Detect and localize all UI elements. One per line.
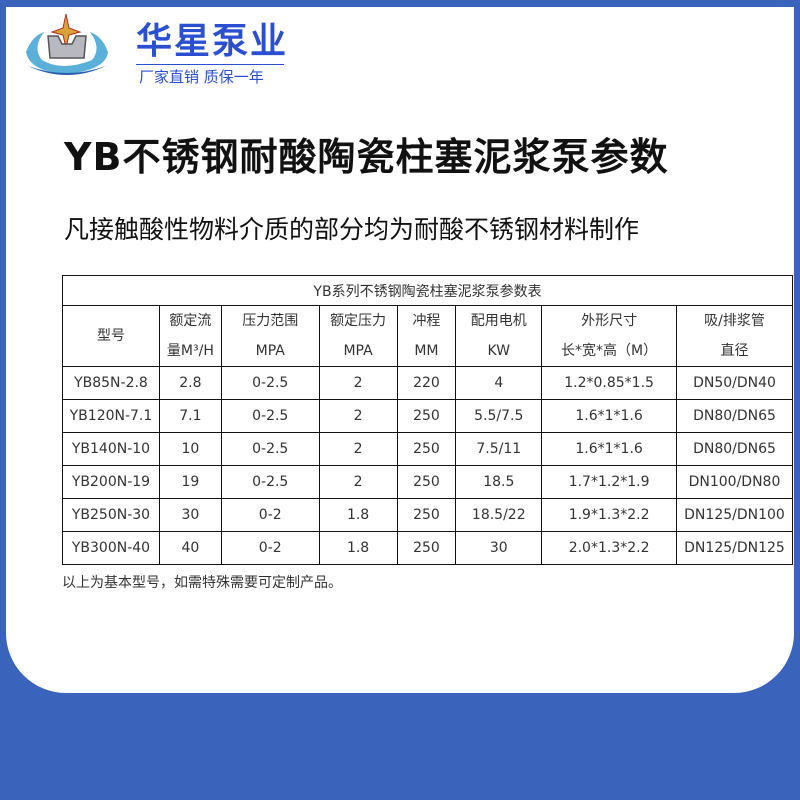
column-header: 压力范围 MPA [220,305,320,367]
table-cell: 1.8 [318,498,398,532]
table-row: YB85N-2.8 2.8 0-2.5 2 220 4 1.2*0.85*1.5 DN50/D… [62,366,793,400]
table-cell: 4 [455,366,543,400]
table-cell: 30 [158,498,222,532]
table-cell: 7.1 [158,399,222,433]
header-line: 吸/排浆管 [704,313,765,329]
table-cell: 250 [396,465,457,499]
column-header: 额定压力 MPA [318,305,398,367]
table-cell: YB85N-2.8 [62,366,160,400]
brand-slogan: 厂家直销 质保一年 [139,68,264,86]
table-cell: 18.5/22 [455,498,543,532]
table-cell: 0-2 [220,531,320,565]
header-line: MM [414,343,439,359]
header-line: 直径 [720,343,749,359]
table-cell: DN100/DN80 [676,465,793,499]
table-cell: 0-2.5 [220,399,320,433]
column-header: 配用电机 KW [455,305,543,367]
table-cell: 10 [158,432,222,466]
table-cell: 19 [158,465,222,499]
column-header: 冲程 MM [396,305,457,367]
table-cell: YB120N-7.1 [62,399,160,433]
parameter-table: YB系列不锈钢陶瓷柱塞泥浆泵参数表 型号 额定流量M³/H 压力范围 MPA 额定压力 M… [62,275,793,565]
table-cell: 2 [318,432,398,466]
table-cell: 0-2.5 [220,432,320,466]
header-line: MPA [343,343,373,359]
brand-divider [136,64,284,65]
table-header-row: 型号 额定流量M³/H 压力范围 MPA 额定压力 MPA 冲程 MM 配用电机 KW 外形尺寸长*… [62,305,793,367]
page-title: YB不锈钢耐酸陶瓷柱塞泥浆泵参数 [64,135,669,179]
table-cell: 5.5/7.5 [455,399,543,433]
table-row: YB250N-30 30 0-2 1.8 250 18.5/22 1.9*1.3*2.2 DN… [62,498,793,532]
table-cell: 250 [396,531,457,565]
table-cell: 250 [396,432,457,466]
table-cell: 2 [318,465,398,499]
table-cell: DN125/DN125 [676,531,793,565]
table-cell: 30 [455,531,543,565]
column-header: 型号 [62,305,160,367]
header-line: 额定压力 [330,313,387,329]
table-cell: 1.6*1*1.6 [541,432,677,466]
header-line: 量M³/H [166,343,214,359]
table-cell: 0-2.5 [220,366,320,400]
table-cell: 2 [318,366,398,400]
table-cell: 7.5/11 [455,432,543,466]
table-cell: 1.2*0.85*1.5 [541,366,677,400]
table-row: YB120N-7.1 7.1 0-2.5 2 250 5.5/7.5 1.6*1*1.6 DN… [62,399,793,433]
header-line: 配用电机 [470,313,527,329]
header-line: MPA [255,343,285,359]
table-cell: 2 [318,399,398,433]
header-line: 压力范围 [242,313,299,329]
column-header: 外形尺寸长*宽*高（M） [541,305,677,367]
table-cell: YB250N-30 [62,498,160,532]
table-cell: DN80/DN65 [676,432,793,466]
table-cell: YB300N-40 [62,531,160,565]
brand-name: 华星泵业 [136,21,289,62]
table-cell: 250 [396,399,457,433]
footnote: 以上为基本型号，如需特殊需要可定制产品。 [62,575,342,591]
column-header: 吸/排浆管直径 [676,305,793,367]
header-line: 型号 [96,328,125,344]
table-cell: 250 [396,498,457,532]
table-cell: 0-2.5 [220,465,320,499]
table-row: YB300N-40 40 0-2 1.8 250 30 2.0*1.3*2.2 DN125/D… [62,531,793,565]
header-line: 长*宽*高（M） [561,343,658,359]
header-line: 额定流 [169,313,212,329]
table-cell: DN80/DN65 [676,399,793,433]
table-caption: YB系列不锈钢陶瓷柱塞泥浆泵参数表 [62,275,793,306]
header-line: 冲程 [412,313,441,329]
table-cell: 2.0*1.3*2.2 [541,531,677,565]
header-line: 外形尺寸 [581,313,638,329]
table-cell: 1.7*1.2*1.9 [541,465,677,499]
table-cell: 0-2 [220,498,320,532]
table-cell: 18.5 [455,465,543,499]
page-subtitle: 凡接触酸性物料介质的部分均为耐酸不锈钢材料制作 [64,215,640,244]
header-line: KW [487,343,511,359]
table-row: YB200N-19 19 0-2.5 2 250 18.5 1.7*1.2*1.9 DN100… [62,465,793,499]
table-cell: YB200N-19 [62,465,160,499]
table-row: YB140N-10 10 0-2.5 2 250 7.5/11 1.6*1*1.6 DN80/… [62,432,793,466]
table-cell: YB140N-10 [62,432,160,466]
table-cell: 2.8 [158,366,222,400]
table-cell: 1.8 [318,531,398,565]
table-cell: DN125/DN100 [676,498,793,532]
table-cell: DN50/DN40 [676,366,793,400]
table-cell: 40 [158,531,222,565]
company-logo-icon [26,14,108,75]
table-cell: 220 [396,366,457,400]
table-cell: 1.6*1*1.6 [541,399,677,433]
column-header: 额定流量M³/H [158,305,222,367]
table-cell: 1.9*1.3*2.2 [541,498,677,532]
